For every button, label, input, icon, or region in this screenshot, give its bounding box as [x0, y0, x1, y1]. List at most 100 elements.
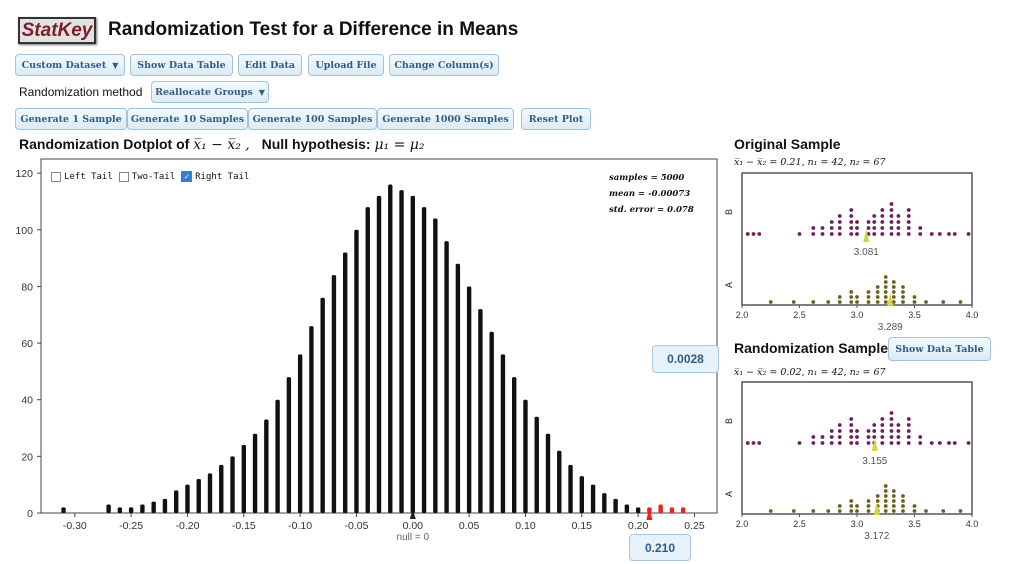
group-a-dot	[901, 300, 905, 304]
group-b-dot	[906, 220, 911, 224]
dot-column	[647, 507, 652, 513]
group-b-dot	[837, 423, 842, 427]
dot-column	[455, 263, 461, 513]
right-tail-checkbox[interactable]: ✓	[181, 171, 193, 182]
edit-data-button[interactable]: Edit Data	[238, 54, 302, 76]
dot-column	[354, 229, 359, 514]
group-b-dot	[797, 232, 802, 236]
dot-column	[613, 498, 618, 513]
y-tick-label: 60	[21, 338, 33, 350]
group-b-dot	[872, 214, 877, 218]
group-a-dot	[891, 295, 896, 299]
group-b-dot	[880, 435, 885, 439]
group-b-dot	[757, 441, 762, 445]
group-a-dot	[891, 509, 896, 513]
dot-column	[219, 464, 224, 513]
group-b-dot	[906, 441, 911, 445]
dot-column	[500, 354, 506, 513]
x-tick-label: -0.20	[175, 520, 199, 532]
group-b-dot	[896, 435, 901, 439]
group-a-dot	[791, 300, 796, 304]
two-tail-checkbox[interactable]	[118, 171, 129, 182]
samples-count: samples = 5000	[609, 173, 685, 183]
group-b-dot	[855, 226, 859, 230]
tail-options: Left Tail Two-Tail ✓ Right Tail	[51, 171, 249, 182]
generate-1-sample-button[interactable]: Generate 1 Sample	[15, 108, 127, 130]
custom-dataset-dropdown[interactable]: Custom Dataset ▼	[15, 54, 125, 76]
dot-column	[466, 286, 472, 513]
group-b-dot	[889, 411, 894, 415]
x-tick-label: 3.5	[908, 310, 921, 320]
group-a-dot	[849, 295, 854, 299]
change-columns-button[interactable]: Change Column(s)	[389, 54, 499, 76]
group-a-dot	[883, 280, 888, 284]
generate-100-samples-button[interactable]: Generate 100 Samples	[248, 108, 377, 130]
tail-cutoff-box[interactable]: 0.210	[629, 534, 691, 561]
group-b-dot	[829, 435, 834, 439]
group-b-dot	[929, 232, 934, 236]
group-b-dot	[745, 441, 750, 445]
y-tick-label: 120	[15, 168, 33, 180]
group-b-dot	[837, 429, 842, 433]
generate-10-samples-button[interactable]: Generate 10 Samples	[127, 108, 248, 130]
group-a-dot	[855, 300, 859, 304]
group-a-dot	[924, 300, 928, 304]
reset-plot-button[interactable]: Reset Plot	[521, 108, 591, 130]
dot-column	[602, 493, 607, 513]
right-tail-label: Right Tail	[195, 171, 250, 182]
show-data-table-button[interactable]: Show Data Table	[130, 54, 233, 76]
group-a-dot	[958, 300, 963, 304]
group-b-dot	[937, 232, 942, 236]
dot-column	[523, 399, 528, 513]
two-tail-label: Two-Tail	[131, 171, 176, 182]
y-tick-label: 100	[15, 225, 33, 237]
dot-column	[61, 507, 66, 513]
group-b-dot	[829, 220, 834, 224]
randomization-method-dropdown[interactable]: Reallocate Groups ▼	[151, 81, 269, 103]
group-b-dot	[866, 429, 871, 433]
group-b-dot	[820, 226, 825, 230]
dot-column	[309, 326, 314, 513]
group-a-dot	[849, 504, 854, 508]
group-b-dot	[872, 226, 877, 230]
group-a-dot	[901, 295, 905, 299]
group-b-dot	[829, 441, 834, 445]
statkey-logo[interactable]: StatKey	[18, 17, 96, 44]
cutoff-marker-icon[interactable]	[646, 507, 653, 520]
upload-file-button[interactable]: Upload File	[308, 54, 384, 76]
left-tail-checkbox[interactable]	[51, 171, 61, 182]
group-a-dot	[875, 494, 880, 498]
group-b-dot	[880, 423, 885, 427]
group-a-dot	[883, 499, 888, 503]
dot-column	[658, 504, 663, 513]
randomization-method-value: Reallocate Groups	[155, 86, 253, 98]
group-b-dot	[937, 441, 942, 445]
dot-column	[331, 275, 337, 513]
y-tick-label: 20	[21, 451, 33, 463]
generate-1000-samples-button[interactable]: Generate 1000 Samples	[377, 108, 514, 130]
mean-a-label: 3.172	[864, 531, 889, 542]
group-a-dot	[891, 280, 896, 284]
group-a-dot	[883, 295, 888, 299]
group-b-dot	[849, 441, 854, 445]
group-a-dot	[875, 300, 880, 304]
group-b-dot	[880, 429, 885, 433]
x-tick-label: 0.20	[628, 520, 649, 532]
group-b-dot	[889, 214, 894, 218]
dot-column	[624, 504, 630, 513]
group-b-dot	[855, 435, 859, 439]
group-b-dot	[811, 435, 816, 439]
group-b-dot	[837, 226, 842, 230]
group-a-dot	[811, 509, 816, 513]
group-a-dot	[891, 494, 896, 498]
group-b-dot	[849, 214, 854, 218]
randomization-dotplot: 0 20 40 60 80 100 120 -0.30 -0.25 -0.20 -0.15 -0.10…	[15, 158, 718, 543]
panel-frame	[741, 381, 973, 515]
randomization-show-data-table-button[interactable]: Show Data Table	[888, 337, 991, 361]
p-value-box[interactable]: 0.0028	[652, 345, 719, 373]
left-tail-label: Left Tail	[64, 171, 113, 182]
dot-column	[376, 195, 382, 514]
group-a-dot	[901, 499, 905, 503]
group-b-dot	[906, 423, 911, 427]
dot-column	[489, 331, 494, 513]
